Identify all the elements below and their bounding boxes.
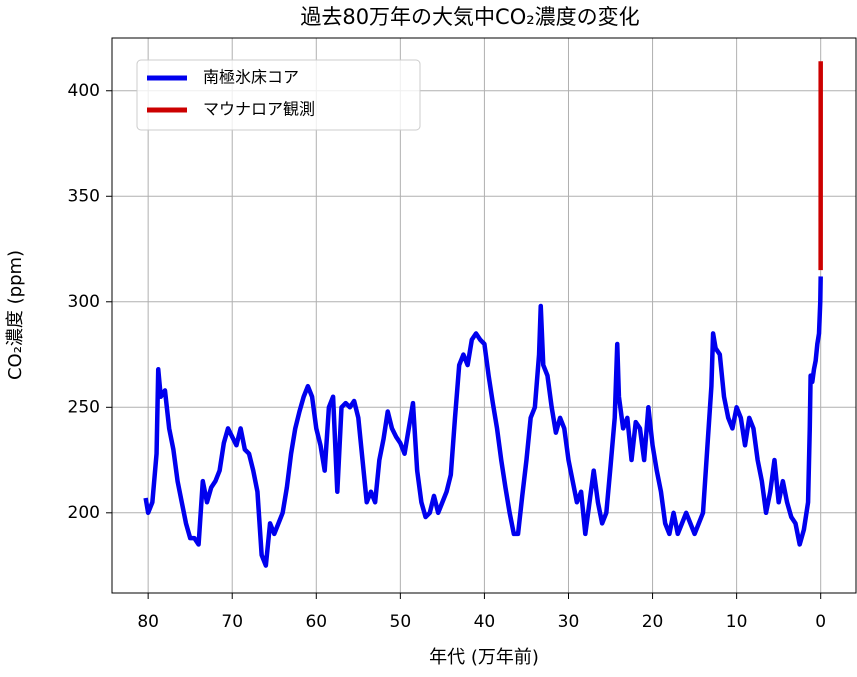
x-tick-label: 80	[137, 612, 159, 632]
data-line	[143, 276, 823, 568]
legend-label: 南極氷床コア	[203, 68, 299, 87]
chart-title: 過去80万年の大気中CO₂濃度の変化	[300, 5, 639, 29]
legend-label: マウナロア観測	[203, 100, 315, 119]
x-tick-label: 60	[305, 612, 327, 632]
x-tick-label: 70	[221, 612, 243, 632]
y-tick-label: 400	[68, 81, 100, 101]
x-tick-label: 50	[390, 612, 412, 632]
y-tick-label: 250	[68, 397, 100, 417]
y-tick-label: 300	[68, 292, 100, 312]
legend-box	[136, 59, 421, 131]
y-axis-label: CO₂濃度 (ppm)	[5, 250, 26, 380]
plot-frame	[111, 37, 857, 594]
y-tick-label: 200	[68, 503, 100, 523]
y-tick-label: 350	[68, 186, 100, 206]
x-tick-label: 30	[558, 612, 580, 632]
x-axis-label: 年代 (万年前)	[429, 647, 539, 668]
x-tick-label: 10	[726, 612, 748, 632]
x-tick-label: 0	[815, 612, 826, 632]
x-tick-label: 20	[642, 612, 664, 632]
x-tick-label: 40	[474, 612, 496, 632]
